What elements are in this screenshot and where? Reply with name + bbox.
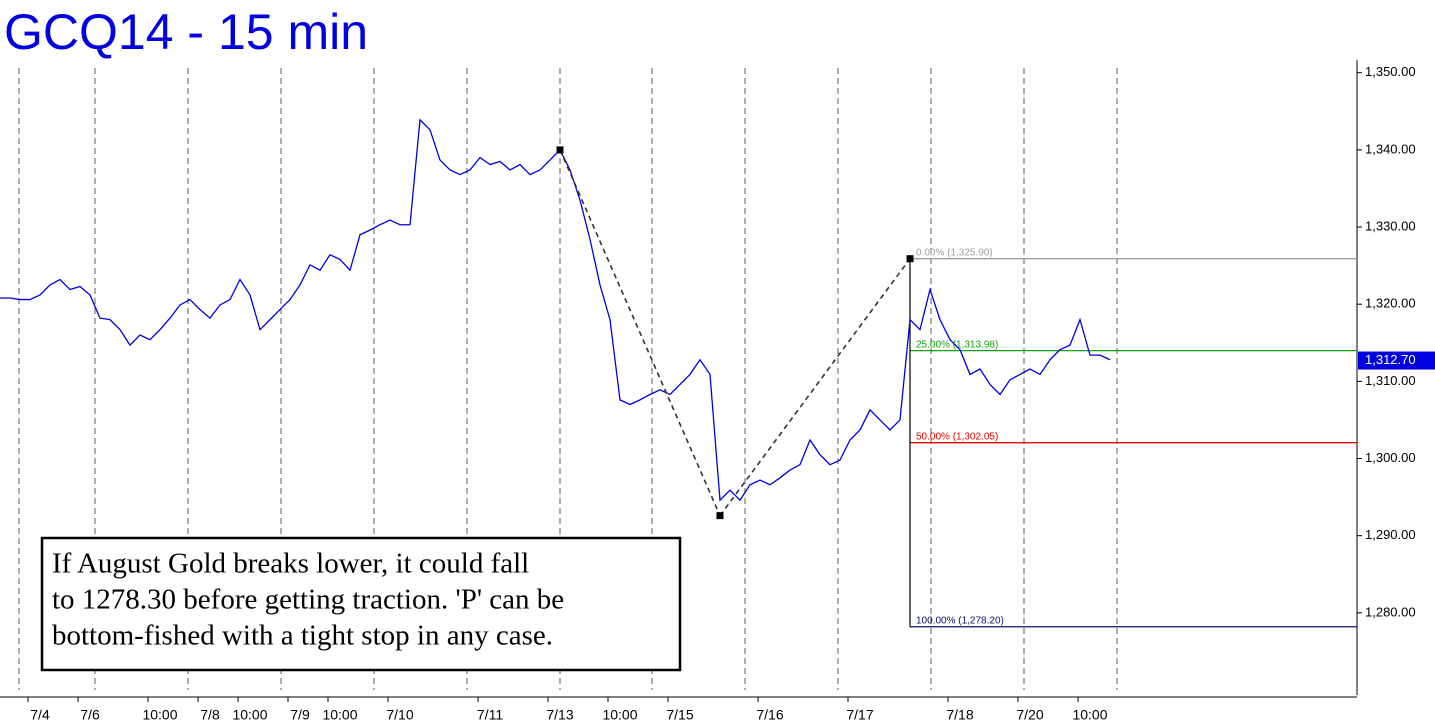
x-tick-label: 7/18 (946, 707, 973, 723)
x-tick-label: 7/10 (386, 707, 413, 723)
chart-title: GCQ14 - 15 min (4, 4, 368, 60)
x-tick-label: 10:00 (602, 707, 637, 723)
y-tick-label: 1,290.00 (1365, 527, 1416, 542)
annotation-box (40, 536, 682, 672)
annotation-line: bottom-fished with a tight stop in any c… (52, 620, 553, 652)
y-tick-label: 1,280.00 (1365, 604, 1416, 619)
last-price-box (1358, 351, 1435, 370)
annotation-line: If August Gold breaks lower, it could fa… (52, 548, 529, 580)
x-tick-label: 7/11 (477, 707, 503, 723)
x-tick-label: 7/17 (846, 707, 873, 723)
y-tick-label: 1,310.00 (1365, 373, 1416, 388)
y-tick-label: 1,320.00 (1365, 296, 1416, 311)
fib-label: 50.00% (1,302.05) (916, 431, 998, 442)
x-tick-label: 7/9 (290, 707, 310, 723)
last-price-label: 1,312.70 (1365, 352, 1416, 367)
y-tick-label: 1,300.00 (1365, 450, 1416, 465)
x-tick-label: 10:00 (232, 707, 267, 723)
pattern-point (906, 255, 914, 263)
x-tick-label: 7/16 (756, 707, 783, 723)
pattern-point (716, 512, 724, 520)
pattern-segment (559, 149, 721, 516)
x-tick-label: 7/8 (200, 707, 220, 723)
x-tick-label: 7/13 (546, 707, 573, 723)
annotation-line: to 1278.30 before getting traction. 'P' … (52, 584, 564, 616)
y-tick-label: 1,340.00 (1365, 141, 1416, 156)
y-tick-label: 1,350.00 (1365, 64, 1416, 79)
price-line (0, 118, 1111, 502)
pattern-segment (719, 258, 911, 517)
pattern-point (556, 146, 564, 154)
y-tick-label: 1,330.00 (1365, 218, 1416, 233)
x-tick-label: 7/15 (666, 707, 693, 723)
x-tick-label: 10:00 (322, 707, 357, 723)
x-tick-label: 7/20 (1016, 707, 1043, 723)
fib-label: 25.00% (1,313.98) (916, 339, 998, 350)
x-tick-label: 10:00 (1072, 707, 1107, 723)
x-tick-label: 7/6 (80, 707, 100, 723)
fib-label: 0.00% (1,325.90) (916, 247, 993, 258)
x-tick-label: 10:00 (142, 707, 177, 723)
fib-label: 100.00% (1,278.20) (916, 615, 1004, 626)
x-tick-label: 7/4 (30, 707, 50, 723)
